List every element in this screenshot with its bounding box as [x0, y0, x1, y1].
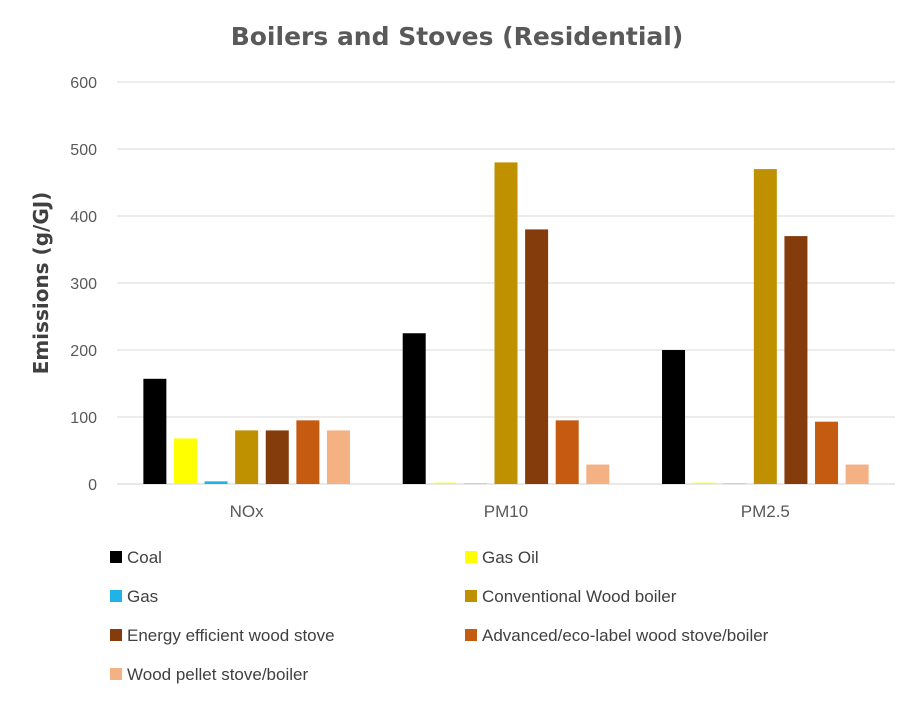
- y-tick-label: 0: [88, 477, 97, 494]
- bar: [586, 464, 610, 484]
- x-tick-label: NOx: [230, 502, 265, 521]
- x-tick-label: PM2.5: [741, 502, 790, 521]
- y-axis-ticks: 0 100 200 300 400 500 600: [70, 75, 97, 494]
- bar: [815, 421, 839, 484]
- legend-swatch: [110, 590, 122, 602]
- legend-label: Advanced/eco-label wood stove/boiler: [482, 626, 769, 645]
- bar: [525, 229, 549, 484]
- legend-item: Coal: [110, 548, 162, 567]
- bar: [692, 482, 716, 484]
- y-tick-label: 100: [70, 410, 97, 427]
- legend-label: Gas Oil: [482, 548, 539, 567]
- bar: [662, 350, 686, 484]
- y-tick-label: 300: [70, 276, 97, 293]
- legend-swatch: [465, 629, 477, 641]
- bar: [265, 430, 289, 484]
- bar: [784, 236, 808, 484]
- legend: Coal Gas Oil Gas Conventional Wood boiler En…: [110, 548, 769, 684]
- bar: [296, 420, 320, 484]
- legend-item: Gas Oil: [465, 548, 539, 567]
- bar: [433, 482, 457, 484]
- legend-label: Gas: [127, 587, 158, 606]
- y-tick-label: 400: [70, 209, 97, 226]
- legend-item: Energy efficient wood stove: [110, 626, 335, 645]
- legend-swatch: [465, 551, 477, 563]
- bar: [173, 438, 197, 484]
- bar: [204, 481, 228, 484]
- x-axis-ticks: NOx PM10 PM2.5: [230, 502, 790, 521]
- x-tick-label: PM10: [484, 502, 528, 521]
- bar: [143, 378, 167, 484]
- y-axis-label: Emissions (g/GJ): [29, 192, 53, 375]
- legend-item: Wood pellet stove/boiler: [110, 665, 308, 684]
- bar: [402, 333, 426, 484]
- bar: [753, 169, 777, 484]
- legend-label: Conventional Wood boiler: [482, 587, 677, 606]
- legend-swatch: [110, 629, 122, 641]
- legend-item: Conventional Wood boiler: [465, 587, 677, 606]
- bars: [143, 162, 869, 484]
- y-tick-label: 600: [70, 75, 97, 92]
- bar: [845, 464, 869, 484]
- bar: [555, 420, 579, 484]
- bar: [494, 162, 518, 484]
- chart-title: Boilers and Stoves (Residential): [231, 22, 684, 51]
- y-tick-label: 200: [70, 343, 97, 360]
- legend-swatch: [110, 668, 122, 680]
- bar: [235, 430, 259, 484]
- legend-swatch: [110, 551, 122, 563]
- legend-label: Wood pellet stove/boiler: [127, 665, 308, 684]
- y-tick-label: 500: [70, 142, 97, 159]
- legend-label: Energy efficient wood stove: [127, 626, 335, 645]
- legend-label: Coal: [127, 548, 162, 567]
- legend-swatch: [465, 590, 477, 602]
- legend-item: Gas: [110, 587, 158, 606]
- bar: [326, 430, 350, 484]
- legend-item: Advanced/eco-label wood stove/boiler: [465, 626, 769, 645]
